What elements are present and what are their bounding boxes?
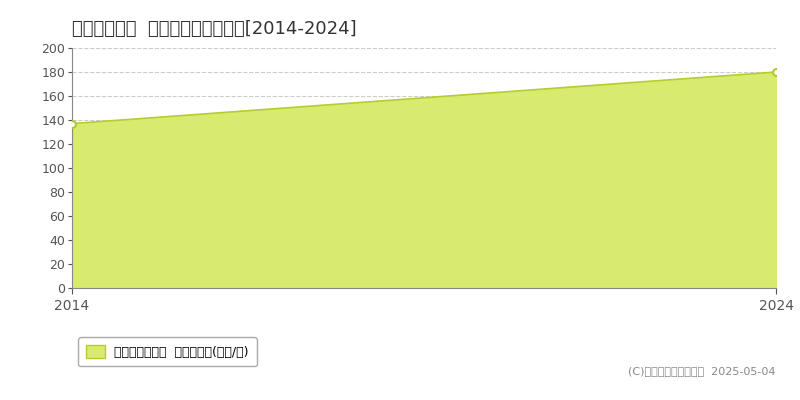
Text: (C)土地価格ドットコム  2025-05-04: (C)土地価格ドットコム 2025-05-04 bbox=[629, 366, 776, 376]
Text: 高槻市野見町  マンション価格推移[2014-2024]: 高槻市野見町 マンション価格推移[2014-2024] bbox=[72, 20, 357, 38]
Legend: マンション価格  平均坪単価(万円/坪): マンション価格 平均坪単価(万円/坪) bbox=[78, 338, 257, 366]
